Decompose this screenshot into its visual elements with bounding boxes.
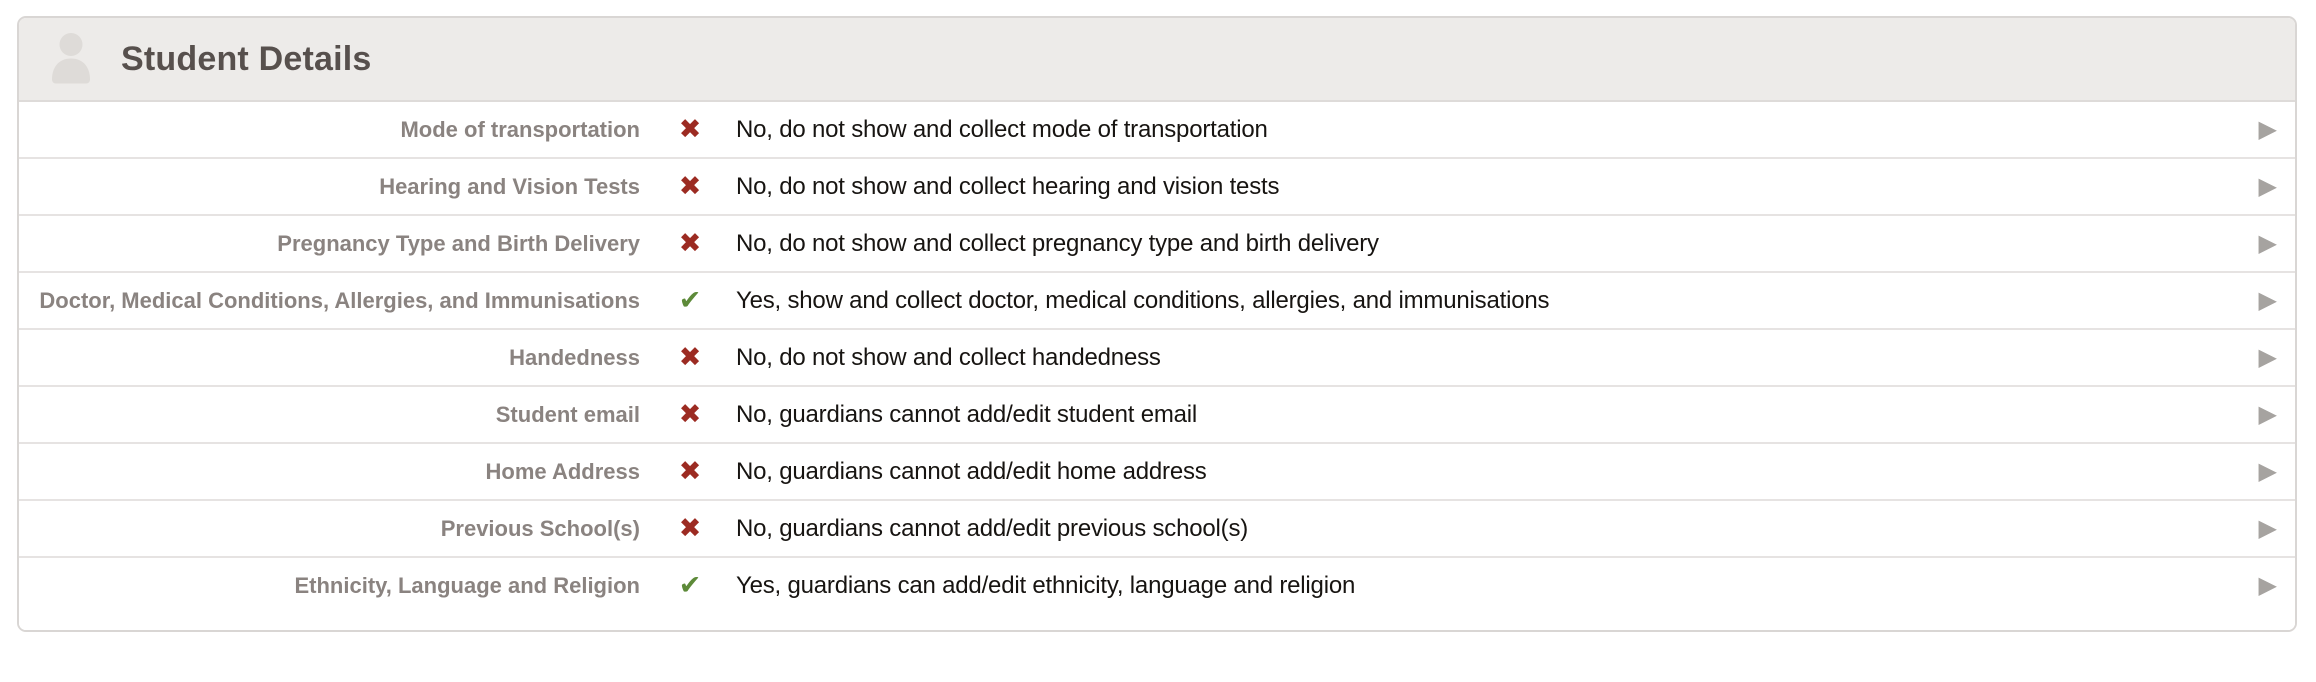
panel-header: Student Details: [19, 18, 2295, 102]
setting-label: Pregnancy Type and Birth Delivery: [277, 231, 640, 256]
settings-list: Mode of transportation ✖ No, do not show…: [19, 102, 2295, 630]
setting-label: Mode of transportation: [400, 117, 640, 142]
chevron-right-icon[interactable]: ▶: [2258, 343, 2277, 371]
setting-row-home-address[interactable]: Home Address ✖ No, guardians cannot add/…: [19, 444, 2295, 501]
setting-row-doctor-medical-conditions-allergies-and-immunisations[interactable]: Doctor, Medical Conditions, Allergies, a…: [19, 273, 2295, 330]
cross-icon: ✖: [678, 171, 702, 202]
setting-row-previous-school-s[interactable]: Previous School(s) ✖ No, guardians canno…: [19, 501, 2295, 558]
check-icon: ✔: [678, 285, 702, 316]
setting-value: No, do not show and collect pregnancy ty…: [736, 230, 1379, 257]
cross-icon: ✖: [678, 513, 702, 544]
setting-label: Hearing and Vision Tests: [379, 174, 640, 199]
setting-label: Doctor, Medical Conditions, Allergies, a…: [39, 288, 640, 313]
setting-label: Previous School(s): [440, 516, 640, 541]
setting-row-ethnicity-language-and-religion[interactable]: Ethnicity, Language and Religion ✔ Yes, …: [19, 558, 2295, 630]
person-icon: [47, 30, 95, 88]
check-icon: ✔: [678, 570, 702, 601]
chevron-right-icon[interactable]: ▶: [2258, 457, 2277, 485]
setting-value: Yes, guardians can add/edit ethnicity, l…: [736, 572, 1356, 599]
chevron-right-icon[interactable]: ▶: [2258, 229, 2277, 257]
chevron-right-icon[interactable]: ▶: [2258, 286, 2277, 314]
chevron-right-icon[interactable]: ▶: [2258, 115, 2277, 143]
setting-value: No, do not show and collect hearing and …: [736, 173, 1280, 200]
setting-value: Yes, show and collect doctor, medical co…: [736, 287, 1550, 314]
chevron-right-icon[interactable]: ▶: [2258, 514, 2277, 542]
cross-icon: ✖: [678, 342, 702, 373]
cross-icon: ✖: [678, 456, 702, 487]
setting-label: Ethnicity, Language and Religion: [294, 573, 640, 598]
setting-value: No, do not show and collect handedness: [736, 344, 1161, 371]
chevron-right-icon[interactable]: ▶: [2258, 571, 2277, 599]
chevron-right-icon[interactable]: ▶: [2258, 400, 2277, 428]
setting-row-student-email[interactable]: Student email ✖ No, guardians cannot add…: [19, 387, 2295, 444]
setting-row-mode-of-transportation[interactable]: Mode of transportation ✖ No, do not show…: [19, 102, 2295, 159]
panel-title: Student Details: [121, 39, 372, 78]
cross-icon: ✖: [678, 114, 702, 145]
setting-value: No, guardians cannot add/edit home addre…: [736, 458, 1207, 485]
setting-value: No, do not show and collect mode of tran…: [736, 116, 1268, 143]
setting-value: No, guardians cannot add/edit student em…: [736, 401, 1198, 428]
setting-label: Student email: [495, 402, 640, 427]
setting-label: Home Address: [485, 459, 640, 484]
setting-label: Handedness: [509, 345, 640, 370]
setting-row-handedness[interactable]: Handedness ✖ No, do not show and collect…: [19, 330, 2295, 387]
cross-icon: ✖: [678, 228, 702, 259]
chevron-right-icon[interactable]: ▶: [2258, 172, 2277, 200]
setting-row-pregnancy-type-and-birth-delivery[interactable]: Pregnancy Type and Birth Delivery ✖ No, …: [19, 216, 2295, 273]
cross-icon: ✖: [678, 399, 702, 430]
setting-row-hearing-and-vision-tests[interactable]: Hearing and Vision Tests ✖ No, do not sh…: [19, 159, 2295, 216]
setting-value: No, guardians cannot add/edit previous s…: [736, 515, 1249, 542]
student-details-panel: Student Details Mode of transportation ✖…: [17, 16, 2297, 632]
